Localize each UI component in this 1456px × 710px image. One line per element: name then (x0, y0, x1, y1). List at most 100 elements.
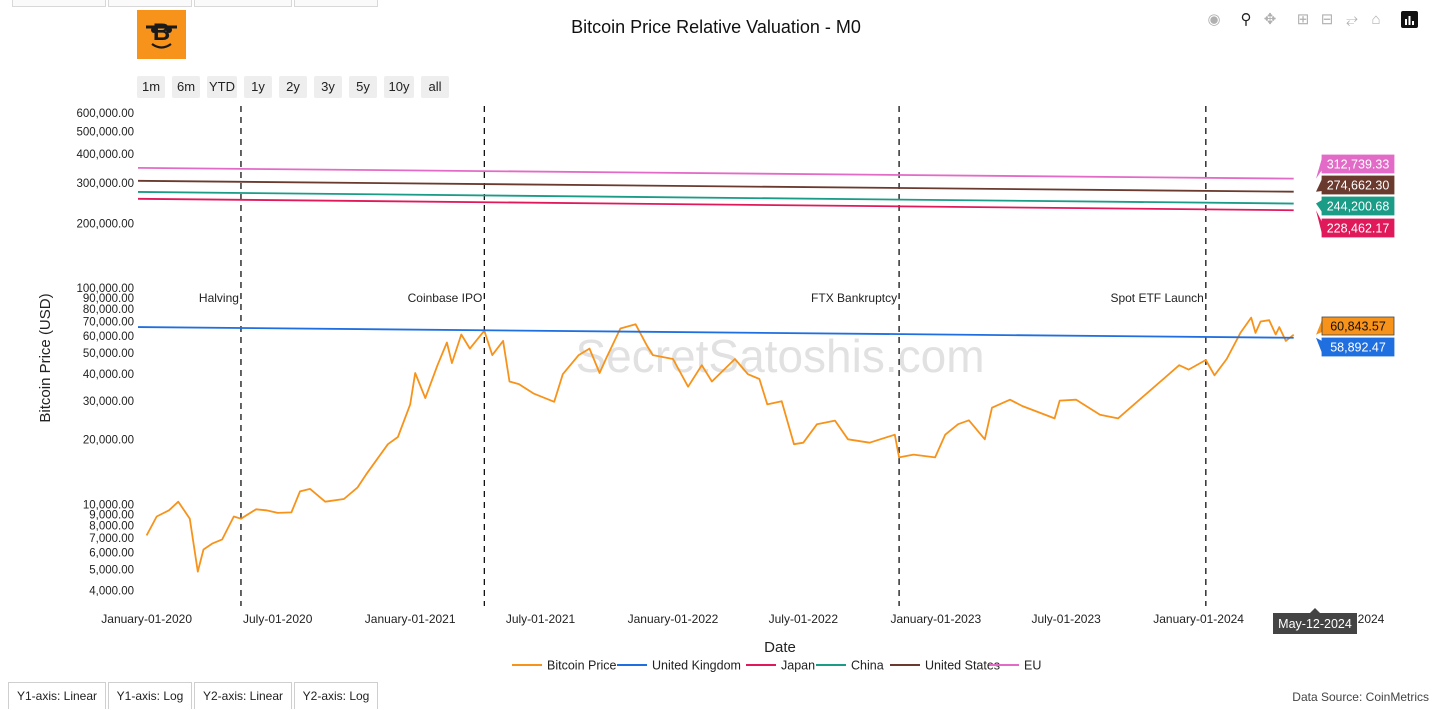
top-tab[interactable] (12, 0, 106, 7)
hover-tag-value: 312,739.33 (1327, 158, 1390, 172)
hover-tag-box (1321, 154, 1395, 174)
series-line-japan (137, 197, 1294, 212)
hover-tag-box (1321, 218, 1395, 238)
y-tick-label: 20,000.00 (83, 434, 134, 446)
reset-axes-icon[interactable]: ⌂ (1371, 11, 1381, 28)
y-tick-label: 30,000.00 (83, 396, 134, 408)
y-tick-label: 80,000.00 (83, 304, 134, 316)
hover-tag-box (1321, 337, 1395, 357)
camera-icon[interactable]: ◉ (1207, 11, 1221, 28)
top-tab[interactable] (194, 0, 292, 7)
hover-tag-box (1321, 316, 1395, 336)
x-tick-label: January-01-2024 (1153, 612, 1244, 626)
legend-item: Japan (781, 659, 815, 673)
hover-tag-value: 60,843.57 (1330, 320, 1386, 334)
y1-log-tab[interactable]: Y1-axis: Log (108, 682, 192, 709)
range-3y-button[interactable]: 3y (314, 76, 342, 98)
hover-tag-pointer (1316, 179, 1322, 192)
hover-date-box (1273, 613, 1357, 634)
pan-icon[interactable]: ✥ (1263, 11, 1277, 28)
plotly-logo-icon[interactable] (1401, 11, 1418, 28)
x-tick-label: January-01-2021 (365, 612, 456, 626)
hover-tag-pointer (1316, 210, 1322, 234)
series-line-united-states (137, 179, 1294, 193)
hover-tag-pointer (1316, 337, 1322, 353)
y-tick-label: 7,000.00 (89, 533, 134, 545)
y2-linear-tab[interactable]: Y2-axis: Linear (194, 682, 292, 709)
watermark-text: SecretSatoshis.com (575, 330, 984, 382)
y-tick-label: 60,000.00 (83, 331, 134, 343)
hover-tag-value: 274,662.30 (1327, 179, 1390, 193)
y-tick-label: 400,000.00 (76, 149, 134, 161)
y-tick-label: 100,000.00 (76, 283, 134, 295)
x-tick-label: July-01-2020 (243, 612, 313, 626)
legend-item: EU (1024, 659, 1041, 673)
legend-item: United States (925, 659, 1000, 673)
hover-tag-box (1321, 175, 1395, 195)
zoom-icon[interactable]: ⚲ (1240, 11, 1252, 28)
hover-tag-pointer (1316, 320, 1322, 335)
series-line-united-kingdom (137, 326, 1294, 339)
range-5y-button[interactable]: 5y (349, 76, 377, 98)
x-tick-label: January-01-2020 (101, 612, 192, 626)
legend-item: China (851, 659, 884, 673)
hover-date-label: May-12-2024 (1278, 617, 1352, 631)
top-tab[interactable] (108, 0, 192, 7)
y-tick-label: 300,000.00 (76, 178, 134, 190)
secret-satoshis-logo: B (137, 10, 186, 59)
x-tick-label: July-01-2021 (506, 612, 576, 626)
top-tab-strip (0, 0, 400, 8)
chart-title: Bitcoin Price Relative Valuation - M0 (571, 17, 861, 37)
x-tick-label: January-01-2023 (890, 612, 981, 626)
zoom-out-icon[interactable]: ⊟ (1320, 11, 1334, 28)
event-label: Coinbase IPO (408, 291, 483, 305)
range-10y-button[interactable]: 10y (384, 76, 414, 98)
series-line-china (137, 191, 1294, 205)
data-source-note: Data Source: CoinMetrics (1292, 690, 1429, 704)
range-1y-button[interactable]: 1y (244, 76, 272, 98)
x-axis-title: Date (764, 639, 796, 656)
range-2y-button[interactable]: 2y (279, 76, 307, 98)
x-tick-label: July-01-2022 (769, 612, 839, 626)
range-all-button[interactable]: all (421, 76, 449, 98)
x-tick-label: July-01-2023 (1031, 612, 1101, 626)
y-tick-label: 9,000.00 (89, 509, 134, 521)
y-tick-label: 90,000.00 (83, 293, 134, 305)
y-tick-label: 500,000.00 (76, 126, 134, 138)
y2-log-tab[interactable]: Y2-axis: Log (294, 682, 378, 709)
event-label: Spot ETF Launch (1110, 291, 1203, 305)
event-label: FTX Bankruptcy (811, 291, 897, 305)
event-label: Halving (199, 291, 239, 305)
hover-tag-value: 58,892.47 (1330, 341, 1386, 355)
x-tick-label: January-01-2022 (628, 612, 719, 626)
autoscale-icon[interactable]: ⥂ (1345, 11, 1358, 28)
range-ytd-button[interactable]: YTD (207, 76, 237, 98)
y-tick-label: 4,000.00 (89, 586, 134, 598)
bitcoin-price-line (145, 316, 1295, 573)
y-tick-label: 40,000.00 (83, 369, 134, 381)
y-tick-label: 8,000.00 (89, 520, 134, 532)
legend-item: Bitcoin Price (547, 659, 617, 673)
hover-tag-value: 244,200.68 (1327, 200, 1390, 214)
y-tick-label: 5,000.00 (89, 565, 134, 577)
legend-item: United Kingdom (652, 659, 741, 673)
range-1m-button[interactable]: 1m (137, 76, 165, 98)
y-tick-label: 70,000.00 (83, 317, 134, 329)
hover-tag-pointer (1316, 200, 1322, 212)
hover-tag-box (1321, 196, 1395, 216)
top-tab[interactable] (294, 0, 378, 7)
y-tick-label: 200,000.00 (76, 219, 134, 231)
y1-linear-tab[interactable]: Y1-axis: Linear (8, 682, 106, 709)
range-6m-button[interactable]: 6m (172, 76, 200, 98)
y-tick-label: 600,000.00 (76, 108, 134, 120)
hover-tag-value: 228,462.17 (1327, 222, 1390, 236)
series-line-eu (137, 166, 1294, 180)
y-tick-label: 6,000.00 (89, 548, 134, 560)
y-tick-label: 10,000.00 (83, 500, 134, 512)
y-tick-label: 50,000.00 (83, 348, 134, 360)
x-tick-label: 2024 (1358, 612, 1385, 626)
zoom-in-icon[interactable]: ⊞ (1296, 11, 1310, 28)
hover-tag-pointer (1316, 158, 1322, 179)
hover-date-pointer (1309, 608, 1321, 614)
